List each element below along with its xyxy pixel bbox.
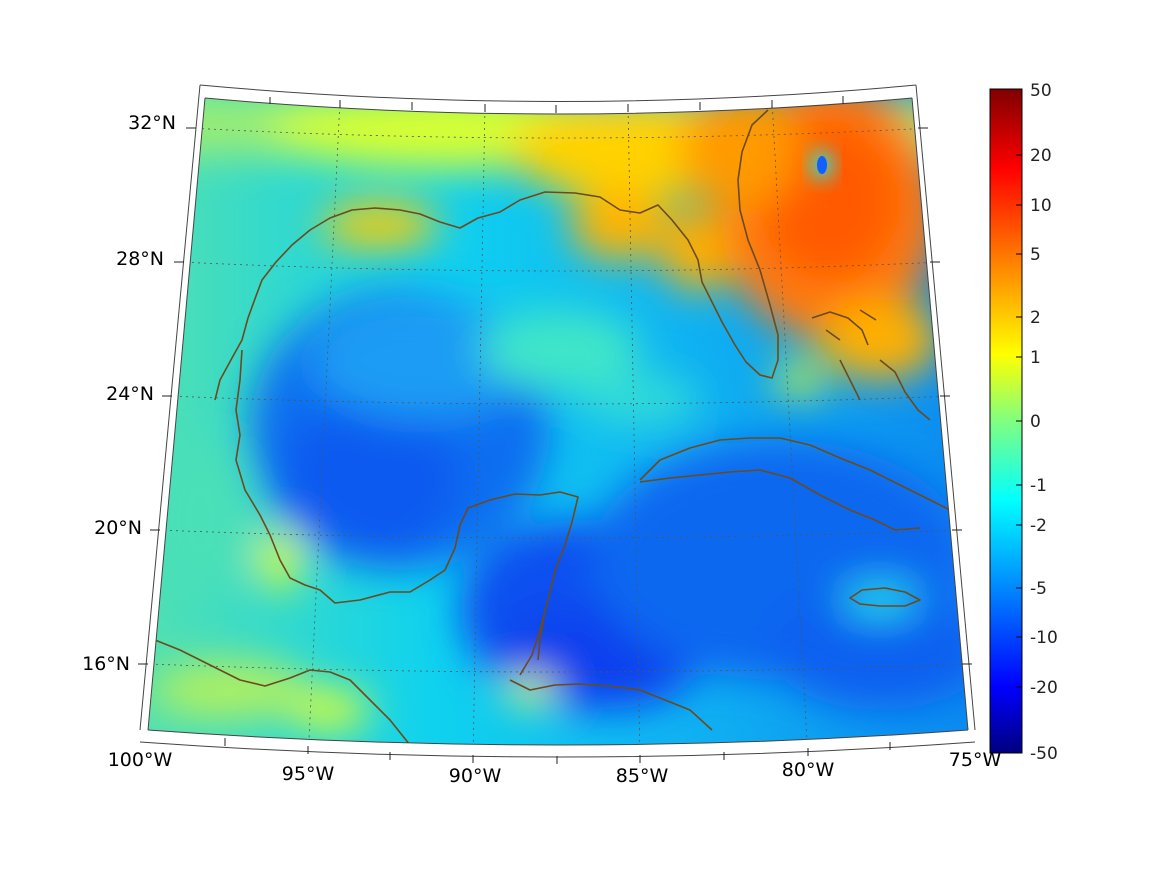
colorbar-tick-label: -10 [1030, 628, 1058, 648]
colorbar-tick-label: 0 [1030, 412, 1041, 432]
lon-label: 75°W [949, 749, 1002, 771]
graticule [149, 99, 968, 745]
lon-label: 90°W [449, 765, 502, 787]
lon-label: 100°W [108, 749, 173, 771]
lat-label: 20°N [94, 517, 142, 539]
colorbar-tick-label: 50 [1030, 81, 1052, 101]
lat-label: 32°N [128, 112, 176, 134]
colorbar-tick-label: -1 [1030, 476, 1047, 496]
colorbar-tick-label: 1 [1030, 348, 1041, 368]
colorbar-tick-label: -50 [1030, 744, 1058, 764]
colorbar: 50 20 10 5 2 1 0 -1 -2 -5 -10 -20 -50 [989, 81, 1058, 764]
lon-label: 95°W [282, 763, 335, 785]
colorbar-tick-label: -20 [1030, 678, 1058, 698]
colorbar-tick-label: 5 [1030, 245, 1041, 265]
colorbar-tick-label: 20 [1030, 146, 1052, 166]
colorbar-tick-label: 2 [1030, 308, 1041, 328]
lat-label: 24°N [106, 383, 154, 405]
latitude-labels: 32°N 28°N 24°N 20°N 16°N [82, 112, 176, 675]
lat-label: 28°N [116, 248, 164, 270]
lon-label: 80°W [782, 759, 835, 781]
longitude-labels: 100°W 95°W 90°W 85°W 80°W 75°W [108, 749, 1002, 787]
map-frame [139, 84, 976, 758]
colorbar-tick-label: 10 [1030, 196, 1052, 216]
coastlines [154, 109, 951, 745]
lat-label: 16°N [82, 653, 130, 675]
frame-ticks [138, 96, 972, 764]
colorbar-tick-label: -2 [1030, 516, 1047, 536]
colorbar-tick-label: -5 [1030, 579, 1047, 599]
lon-label: 85°W [616, 765, 669, 787]
data-field [148, 98, 968, 745]
